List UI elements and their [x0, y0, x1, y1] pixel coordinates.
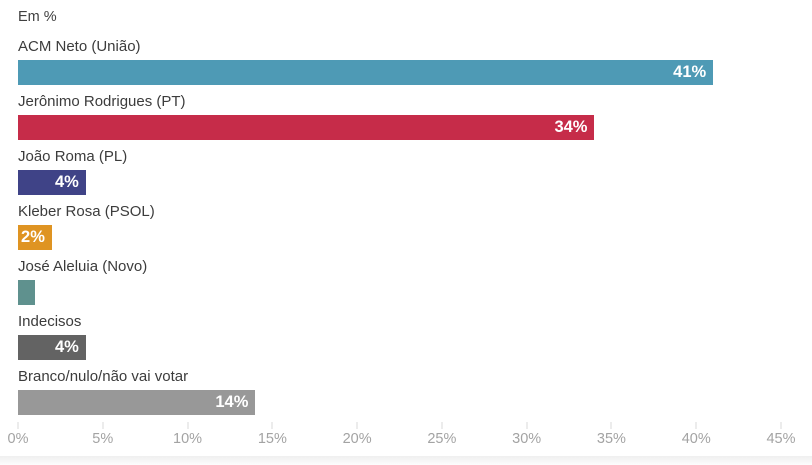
x-axis-tick-label: 35% — [596, 431, 626, 447]
x-axis-tick-mark — [526, 422, 528, 429]
bar-rows: ACM Neto (União) 41% Jerônimo Rodrigues … — [18, 37, 781, 415]
x-axis-tick-label: 40% — [681, 431, 711, 447]
bar: 4% — [18, 170, 86, 195]
x-axis-tick-label: 10% — [173, 431, 203, 447]
x-axis-tick-mark — [780, 422, 782, 429]
bar-track: 2% — [18, 225, 781, 250]
bar-value-label: 14% — [215, 393, 249, 412]
bar-row: Jerônimo Rodrigues (PT) 34% — [18, 92, 781, 140]
bar-track: 14% — [18, 390, 781, 415]
bar: 4% — [18, 335, 86, 360]
bar: 41% — [18, 60, 714, 85]
bar-row: Indecisos 4% — [18, 312, 781, 360]
bar-track: 4% — [18, 335, 781, 360]
category-label: José Aleluia (Novo) — [18, 258, 148, 275]
x-axis-tick-mark — [102, 422, 104, 429]
category-label: Indecisos — [18, 313, 82, 330]
bar-row: ACM Neto (União) 41% — [18, 37, 781, 85]
bar-value-label: 4% — [54, 173, 79, 192]
bar-track: 34% — [18, 115, 781, 140]
bar-track: 4% — [18, 170, 781, 195]
bar-row: José Aleluia (Novo) — [18, 257, 781, 305]
x-axis-tick-mark — [271, 422, 273, 429]
bar-track — [18, 280, 781, 305]
bar-value-label: 4% — [54, 338, 79, 357]
x-axis-tick-mark — [610, 422, 612, 429]
bar: 14% — [18, 390, 256, 415]
category-label: Kleber Rosa (PSOL) — [18, 203, 155, 220]
bar: 34% — [18, 115, 595, 140]
bar-value-label: 34% — [554, 118, 588, 137]
bar-track: 41% — [18, 60, 781, 85]
category-label: Jerônimo Rodrigues (PT) — [18, 93, 186, 110]
poll-bar-chart: Em % ACM Neto (União) 41% Jerônimo Rodri… — [8, 9, 796, 454]
x-axis-tick-mark — [695, 422, 697, 429]
x-axis-tick-mark — [17, 422, 19, 429]
x-axis-tick-mark — [187, 422, 189, 429]
bar-row: Branco/nulo/não vai votar 14% — [18, 367, 781, 415]
x-axis-tick-mark — [441, 422, 443, 429]
bar-value-label: 41% — [673, 63, 707, 82]
bar-row: Kleber Rosa (PSOL) 2% — [18, 202, 781, 250]
x-axis-tick-label: 45% — [766, 431, 796, 447]
x-axis-tick-label: 0% — [7, 431, 29, 447]
x-axis-tick-label: 15% — [257, 431, 287, 447]
bar-row: João Roma (PL) 4% — [18, 147, 781, 195]
bar: 2% — [18, 225, 52, 250]
x-axis: 0% 5% 10% 15% 20% 25% 30% 35% 40% 45% — [8, 422, 796, 454]
category-label: ACM Neto (União) — [18, 38, 141, 55]
chart-title: Em % — [18, 9, 57, 25]
category-label: Branco/nulo/não vai votar — [18, 368, 189, 385]
bar-value-label: 2% — [21, 228, 45, 247]
x-axis-tick-mark — [356, 422, 358, 429]
x-axis-tick-label: 30% — [512, 431, 542, 447]
bar — [18, 280, 35, 305]
x-axis-tick-label: 20% — [342, 431, 372, 447]
bottom-fade-divider — [0, 456, 812, 465]
category-label: João Roma (PL) — [18, 148, 128, 165]
x-axis-tick-label: 5% — [92, 431, 114, 447]
x-axis-tick-label: 25% — [427, 431, 457, 447]
